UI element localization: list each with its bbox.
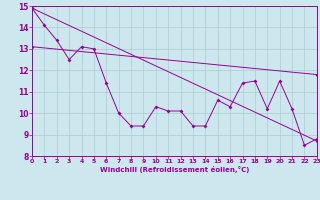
X-axis label: Windchill (Refroidissement éolien,°C): Windchill (Refroidissement éolien,°C): [100, 166, 249, 173]
